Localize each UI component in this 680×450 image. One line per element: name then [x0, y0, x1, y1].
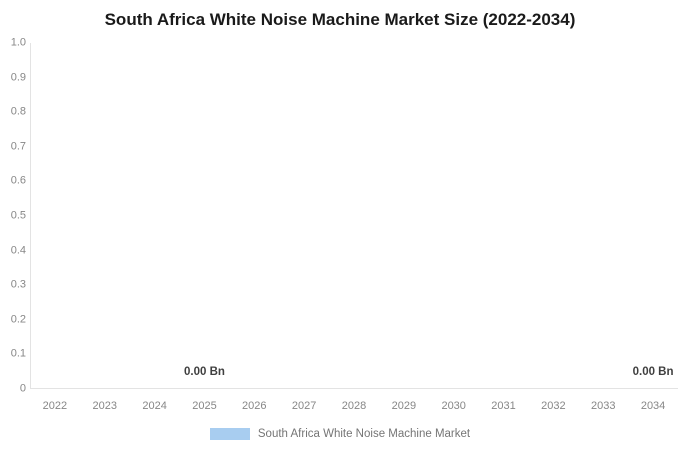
y-tick-label: 0.9 — [10, 71, 26, 84]
x-tick-label: 2023 — [92, 400, 118, 412]
legend: South Africa White Noise Machine Market — [0, 426, 680, 442]
y-tick-label: 0.5 — [10, 209, 26, 222]
value-label: 0.00 Bn — [183, 366, 225, 378]
x-tick-label: 2033 — [590, 400, 616, 412]
x-tick-label: 2025 — [192, 400, 217, 412]
bars-layer — [31, 43, 678, 388]
x-tick-label: 2031 — [491, 400, 516, 412]
y-tick-label: 0.3 — [10, 278, 26, 291]
x-tick-label: 2028 — [341, 400, 367, 412]
x-tick-label: 2022 — [42, 400, 68, 412]
y-tick-label: 0.8 — [10, 105, 26, 118]
legend-label: South Africa White Noise Machine Market — [257, 428, 471, 440]
x-tick-label: 2030 — [441, 400, 466, 412]
plot-area — [30, 43, 678, 389]
x-tick-label: 2026 — [242, 400, 267, 412]
y-tick-label: 1.0 — [10, 36, 26, 49]
chart-title: South Africa White Noise Machine Market … — [104, 10, 576, 29]
value-label: 0.00 Bn — [632, 366, 674, 378]
y-tick-label: 0.4 — [10, 244, 26, 257]
legend-swatch — [209, 428, 250, 440]
y-tick-label: 0.6 — [10, 174, 26, 187]
x-tick-label: 2034 — [640, 400, 666, 412]
y-tick-label: 0.7 — [10, 140, 26, 153]
x-tick-label: 2032 — [541, 400, 566, 412]
x-tick-label: 2024 — [142, 400, 167, 412]
x-tick-label: 2029 — [391, 400, 417, 412]
y-tick-label: 0.1 — [10, 347, 26, 360]
y-tick-label: 0.2 — [10, 313, 26, 326]
x-tick-label: 2027 — [291, 400, 317, 412]
y-tick-label: 0 — [19, 382, 26, 395]
